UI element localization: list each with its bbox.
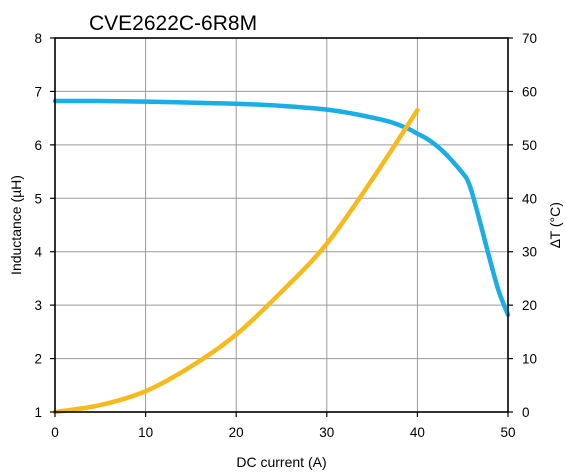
y2-tick-label: 30 [522, 245, 537, 260]
inductance-line [52, 98, 511, 318]
y-tick-label: 5 [34, 191, 42, 206]
y2-tick-label: 10 [522, 352, 537, 367]
y2-tick-label: 40 [522, 191, 537, 206]
y-tick-label: 7 [34, 84, 42, 99]
y-axis-right: 0 10 20 30 40 50 60 70 [508, 31, 537, 420]
y2-tick-label: 70 [522, 31, 537, 46]
x-tick-label: 0 [51, 425, 59, 440]
y-tick-label: 8 [34, 31, 42, 46]
y2-tick-label: 0 [522, 405, 530, 420]
y-tick-label: 1 [34, 405, 42, 420]
y-tick-label: 2 [34, 352, 42, 367]
y-tick-label: 3 [34, 298, 42, 313]
plot-frame [54, 37, 509, 413]
x-axis-label: DC current (A) [236, 454, 326, 470]
y-tick-label: 6 [34, 138, 42, 153]
y2-tick-label: 50 [522, 138, 537, 153]
y-axis-left: 1 2 3 4 5 6 7 8 [34, 31, 55, 420]
x-tick-label: 30 [319, 425, 334, 440]
y2-tick-label: 20 [522, 298, 537, 313]
x-tick-label: 40 [410, 425, 425, 440]
x-tick-label: 20 [229, 425, 244, 440]
temperature-rise-line [52, 107, 420, 415]
x-tick-label: 10 [138, 425, 153, 440]
chart-title: CVE2622C-6R8M [89, 12, 257, 35]
x-axis: 0 10 20 30 40 50 [51, 412, 516, 440]
series-layer [52, 98, 511, 415]
x-tick-label: 50 [500, 425, 515, 440]
y-axis-label: Inductance (µH) [8, 175, 24, 275]
grid-lines [54, 37, 509, 413]
y2-tick-label: 60 [522, 84, 537, 99]
y2-axis-label: ∆T (°C) [547, 202, 563, 248]
y-tick-label: 4 [34, 245, 42, 260]
